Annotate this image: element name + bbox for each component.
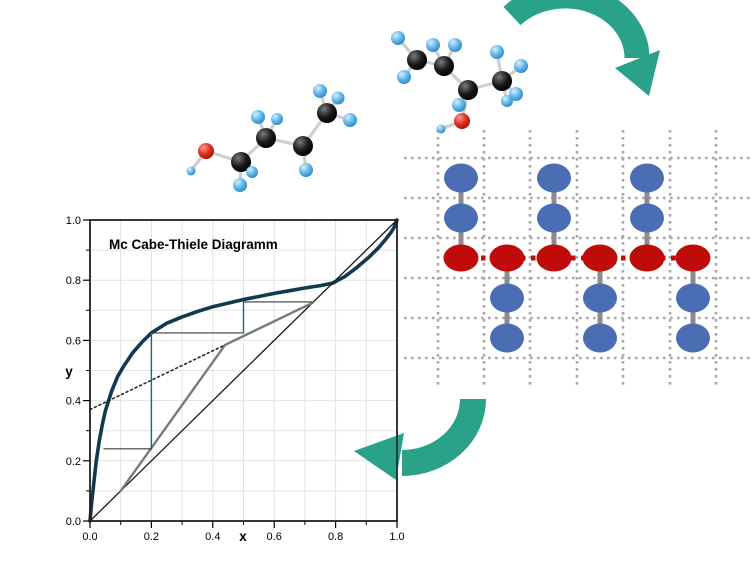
lattice-tail-group-circle bbox=[583, 323, 617, 353]
butanol-molecule-right bbox=[391, 31, 528, 134]
atom-h bbox=[391, 31, 405, 45]
x-tick-label: 1.0 bbox=[389, 531, 404, 543]
atom-c bbox=[407, 50, 427, 70]
lattice-head-group-circle bbox=[629, 244, 665, 272]
x-axis-label: x bbox=[239, 529, 247, 544]
atom-h bbox=[397, 70, 411, 84]
lattice-tail-group-circle bbox=[676, 283, 710, 313]
lattice-head-group-circle bbox=[443, 244, 479, 272]
atom-h bbox=[299, 163, 313, 177]
atom-h bbox=[246, 166, 258, 178]
atom-c bbox=[492, 71, 512, 91]
curved-arrow-right-head bbox=[615, 50, 660, 96]
chart-frame bbox=[89, 219, 398, 522]
atom-o bbox=[454, 113, 470, 129]
lattice-tail-group-circle bbox=[444, 203, 478, 233]
diagonal-45-line bbox=[89, 219, 398, 522]
y-tick-label: 0.2 bbox=[66, 456, 81, 468]
y-tick-label: 0.6 bbox=[66, 335, 81, 347]
lattice-head-group-circle bbox=[536, 244, 572, 272]
lattice-tail-group-circle bbox=[490, 283, 524, 313]
y-tick-label: 1.0 bbox=[66, 215, 81, 227]
curved-arrow-left-body bbox=[401, 398, 486, 476]
lattice-tail-group-circle bbox=[537, 203, 571, 233]
lattice-tail-group-circle bbox=[537, 163, 571, 193]
atom-h bbox=[186, 166, 196, 176]
atom-o bbox=[198, 143, 214, 159]
lattice-tail-group-circle bbox=[630, 163, 664, 193]
lattice-head-group-circle bbox=[675, 244, 711, 272]
equilibrium-curve bbox=[88, 218, 399, 523]
lattice-head-group-circle bbox=[489, 244, 525, 272]
adsorption-lattice-diagram bbox=[404, 130, 751, 385]
curved-arrow-left-icon bbox=[354, 398, 486, 480]
lattice-tail-group-circle bbox=[676, 323, 710, 353]
lattice-tail-group-circle bbox=[583, 283, 617, 313]
atom-h bbox=[514, 59, 528, 73]
x-tick-label: 0.0 bbox=[82, 531, 97, 543]
lattice-tail-group-circle bbox=[630, 203, 664, 233]
atom-h bbox=[452, 98, 466, 112]
atom-c bbox=[434, 56, 454, 76]
atom-h bbox=[436, 124, 446, 134]
atom-h bbox=[313, 84, 327, 98]
curved-arrow-left-head bbox=[354, 433, 404, 480]
atom-h bbox=[448, 38, 462, 52]
x-tick-label: 0.2 bbox=[144, 531, 159, 543]
lattice-tail-group-circle bbox=[444, 163, 478, 193]
curved-arrow-right-icon bbox=[503, 0, 660, 96]
atom-h bbox=[233, 178, 247, 192]
atom-h bbox=[490, 45, 504, 59]
x-tick-label: 0.6 bbox=[267, 531, 282, 543]
lattice-tail-group-circle bbox=[490, 323, 524, 353]
atom-h bbox=[251, 110, 265, 124]
curved-arrow-right-body bbox=[503, 0, 650, 59]
rectifying-operating-line bbox=[223, 301, 314, 347]
x-tick-label: 0.4 bbox=[205, 531, 220, 543]
y-axis-label: y bbox=[65, 364, 73, 379]
y-tick-label: 0.0 bbox=[66, 516, 81, 528]
atom-c bbox=[293, 136, 313, 156]
chart-frame-overlay bbox=[89, 219, 398, 522]
atom-h bbox=[271, 113, 283, 125]
lattice-head-group-circle bbox=[582, 244, 618, 272]
atom-h bbox=[343, 113, 357, 127]
atom-h bbox=[426, 38, 440, 52]
atom-c bbox=[317, 103, 337, 123]
butanol-molecule-left bbox=[186, 84, 357, 192]
atom-c bbox=[231, 152, 251, 172]
atom-c bbox=[458, 80, 478, 100]
y-tick-label: 0.4 bbox=[66, 396, 81, 408]
x-tick-label: 0.8 bbox=[328, 531, 343, 543]
atom-h bbox=[509, 87, 523, 101]
atom-h bbox=[501, 95, 513, 107]
atom-h bbox=[331, 91, 345, 105]
atom-c bbox=[256, 128, 276, 148]
rectifying-line-extension bbox=[89, 344, 226, 411]
stripping-operating-line bbox=[119, 343, 227, 493]
chart-title: Mc Cabe-Thiele Diagramm bbox=[109, 237, 278, 252]
y-tick-label: 0.8 bbox=[66, 275, 81, 287]
mccabe-thiele-chart: 0.0 0.2 0.4 0.6 0.8 1.0 0.0 0.2 0.4 0.6 0.8 1.0 Mc C… bbox=[65, 215, 404, 544]
